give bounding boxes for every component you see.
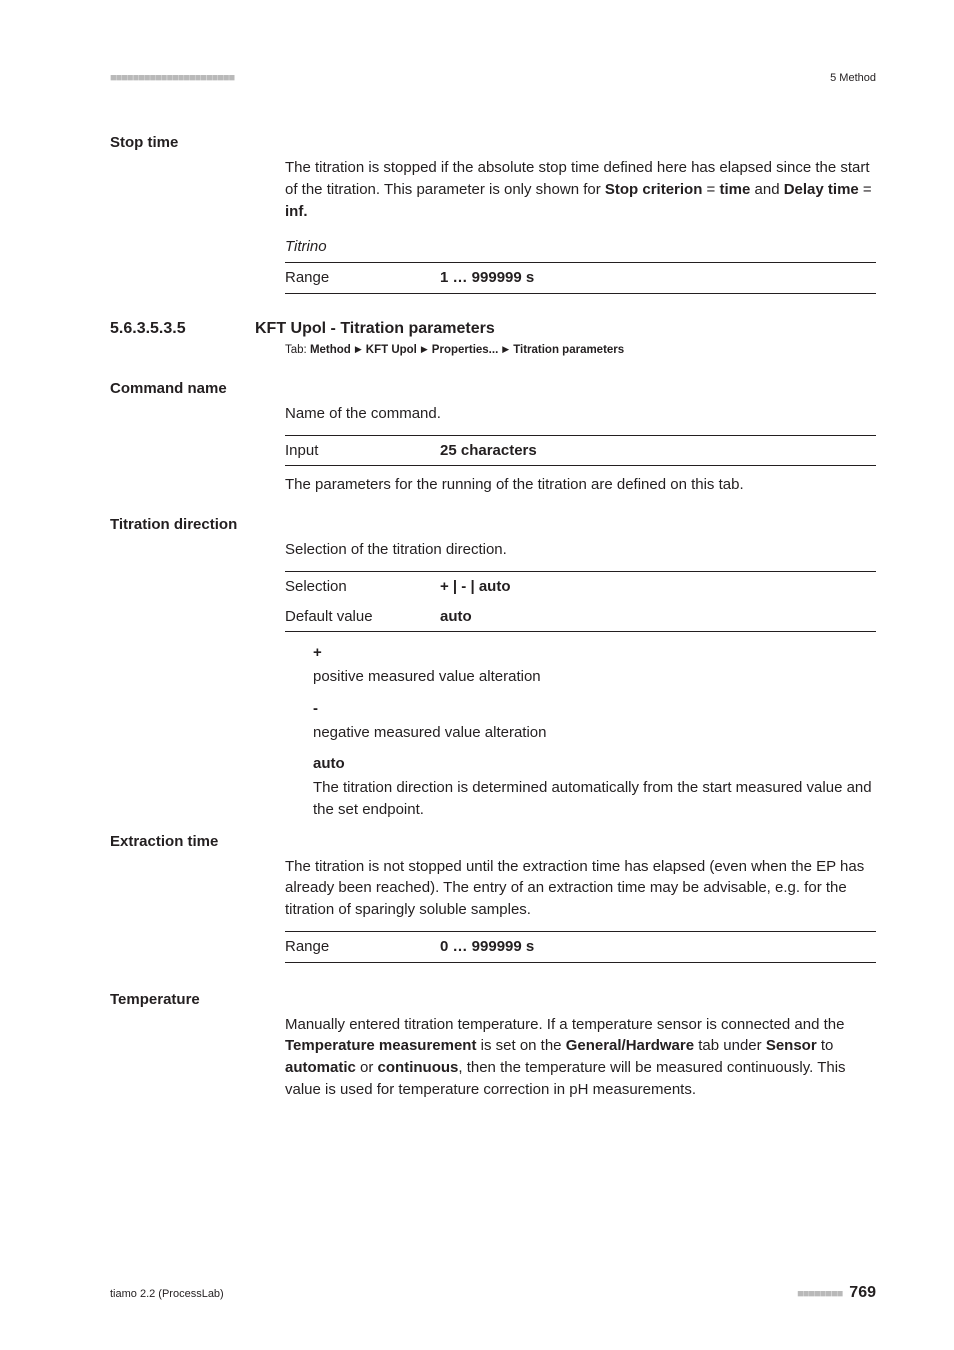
- titration-direction-selection-value: + | - | auto: [440, 571, 876, 601]
- section-heading-row: 5.6.3.5.3.5 KFT Upol - Titration paramet…: [110, 320, 876, 338]
- command-name-input-label: Input: [285, 435, 440, 466]
- def-term: -: [313, 698, 876, 720]
- tab-prefix: Tab:: [285, 344, 307, 356]
- tab-part-3: Titration parameters: [513, 344, 624, 356]
- extraction-time-desc: The titration is not stopped until the e…: [285, 856, 876, 921]
- section-number: 5.6.3.5.3.5: [110, 320, 255, 338]
- tab-sep-icon: ▶: [421, 344, 428, 355]
- tab-part-2: Properties...: [432, 344, 498, 356]
- stop-time-range-label: Range: [285, 263, 440, 294]
- stop-time-description: The titration is stopped if the absolute…: [285, 157, 876, 222]
- page-header: ■■■■■■■■■■■■■■■■■■■■■■ 5 Method: [110, 72, 876, 84]
- tab-part-1: KFT Upol: [366, 344, 417, 356]
- temperature-heading: Temperature: [110, 989, 285, 1008]
- footer-dots: ■■■■■■■■: [797, 1288, 842, 1300]
- stop-time-device: Titrino: [285, 232, 440, 262]
- page-footer: tiamo 2.2 (ProcessLab) ■■■■■■■■ 769: [110, 1284, 876, 1302]
- section-title: KFT Upol - Titration parameters: [255, 320, 495, 338]
- command-name-desc: Name of the command.: [285, 403, 876, 425]
- stop-time-range-value: 1 … 999999 s: [440, 263, 876, 294]
- tab-sep-icon: ▶: [355, 344, 362, 355]
- command-name-spec-table: Input 25 characters: [285, 435, 876, 467]
- command-name-after: The parameters for the running of the ti…: [285, 474, 876, 496]
- temperature-description: Manually entered titration temperature. …: [285, 1014, 876, 1101]
- titration-direction-definitions: + positive measured value alteration - n…: [313, 642, 876, 820]
- extraction-time-range-value: 0 … 999999 s: [440, 931, 876, 962]
- titration-direction-default-label: Default value: [285, 602, 440, 632]
- def-text: negative measured value alteration: [313, 722, 876, 744]
- command-name-input-value: 25 characters: [440, 435, 876, 466]
- titration-direction-spec-table: Selection + | - | auto Default value aut…: [285, 571, 876, 633]
- def-text: positive measured value alteration: [313, 666, 876, 688]
- footer-product: tiamo 2.2 (ProcessLab): [110, 1288, 224, 1300]
- extraction-time-spec-table: Range 0 … 999999 s: [285, 931, 876, 963]
- def-text: The titration direction is determined au…: [313, 777, 876, 821]
- tab-path: Tab: Method ▶ KFT Upol ▶ Properties... ▶ Titra…: [285, 344, 876, 356]
- titration-direction-selection-label: Selection: [285, 571, 440, 601]
- extraction-time-range-label: Range: [285, 931, 440, 962]
- header-dots-left: ■■■■■■■■■■■■■■■■■■■■■■: [110, 72, 234, 84]
- tab-part-0: Method: [310, 344, 351, 356]
- tab-sep-icon: ▶: [502, 344, 509, 355]
- extraction-time-heading: Extraction time: [110, 831, 285, 850]
- def-term: +: [313, 642, 876, 664]
- command-name-heading: Command name: [110, 378, 285, 397]
- titration-direction-desc: Selection of the titration direction.: [285, 539, 876, 561]
- def-term: auto: [313, 753, 876, 775]
- stop-time-heading: Stop time: [110, 132, 285, 151]
- stop-time-spec-table: Titrino Range 1 … 999999 s: [285, 232, 876, 294]
- footer-page-number: 769: [849, 1284, 876, 1301]
- titration-direction-heading: Titration direction: [110, 514, 285, 533]
- titration-direction-default-value: auto: [440, 602, 876, 632]
- header-section-label: 5 Method: [830, 72, 876, 84]
